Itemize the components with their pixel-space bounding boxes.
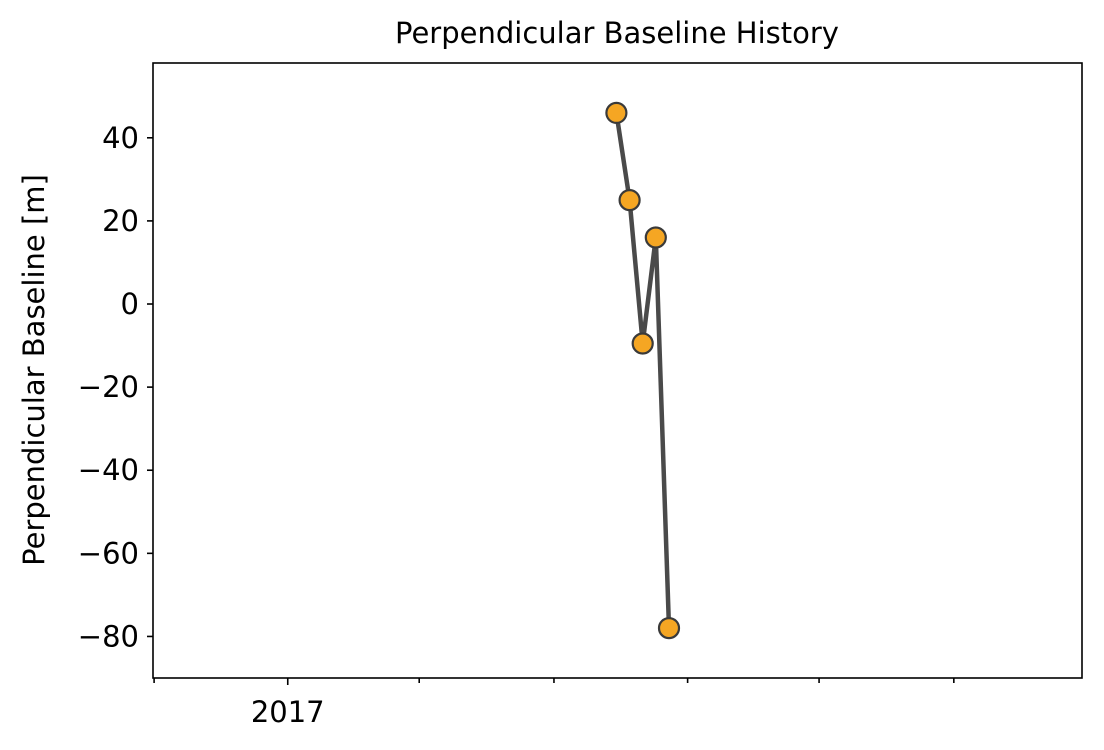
data-point: [605, 101, 628, 125]
series-line: [614, 110, 672, 631]
data-point: [644, 226, 667, 249]
y-tick-label: 20: [102, 204, 139, 238]
y-axis-ticks: −80 −60 −40 −20 0 20 40: [78, 121, 153, 653]
y-tick-label: −40: [78, 453, 139, 487]
y-tick-label: 40: [102, 121, 139, 155]
x-tick-label: 2017: [251, 695, 325, 729]
plot-area: [605, 101, 681, 640]
data-point: [631, 332, 654, 355]
y-tick-label: 0: [121, 287, 139, 321]
y-tick-label: −60: [78, 536, 139, 570]
plot-frame: [152, 62, 1083, 679]
y-axis-label: Perpendicular Baseline [m]: [17, 174, 51, 566]
data-point: [618, 189, 641, 212]
y-tick-label: −20: [78, 370, 139, 404]
y-tick-label: −80: [78, 619, 139, 653]
chart-title: Perpendicular Baseline History: [395, 16, 839, 50]
x-axis-ticks: 2017: [153, 678, 955, 729]
data-point: [657, 616, 681, 640]
